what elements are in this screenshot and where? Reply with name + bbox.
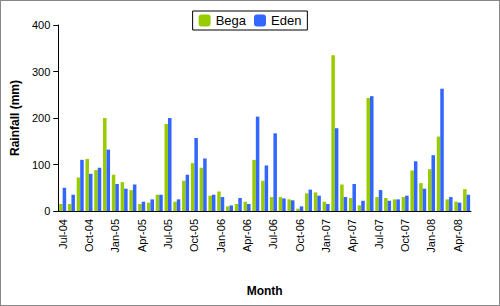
svg-text:Oct-05: Oct-05 [188, 219, 200, 252]
svg-text:0: 0 [44, 205, 50, 217]
svg-text:Jul-04: Jul-04 [57, 219, 69, 249]
svg-text:Apr-07: Apr-07 [346, 219, 358, 252]
svg-text:300: 300 [32, 66, 50, 78]
svg-text:Jul-05: Jul-05 [162, 219, 174, 249]
svg-text:Oct-06: Oct-06 [294, 219, 306, 252]
svg-text:Bega: Bega [216, 13, 247, 28]
svg-text:Eden: Eden [271, 13, 301, 28]
svg-text:Jan-05: Jan-05 [109, 219, 121, 253]
svg-text:400: 400 [32, 19, 50, 31]
svg-text:100: 100 [32, 159, 50, 171]
svg-text:Oct-04: Oct-04 [83, 219, 95, 252]
svg-text:Oct-07: Oct-07 [399, 219, 411, 252]
svg-text:Jul-07: Jul-07 [373, 219, 385, 249]
svg-text:Apr-08: Apr-08 [452, 219, 464, 252]
svg-text:Jul-06: Jul-06 [267, 219, 279, 249]
svg-text:Jan-07: Jan-07 [320, 219, 332, 253]
svg-text:200: 200 [32, 112, 50, 124]
svg-text:Jan-06: Jan-06 [215, 219, 227, 253]
svg-text:Apr-06: Apr-06 [241, 219, 253, 252]
svg-text:Jan-08: Jan-08 [425, 219, 437, 253]
svg-text:Month: Month [247, 284, 283, 298]
svg-text:Apr-05: Apr-05 [136, 219, 148, 252]
svg-text:Rainfall (mm): Rainfall (mm) [8, 80, 22, 156]
